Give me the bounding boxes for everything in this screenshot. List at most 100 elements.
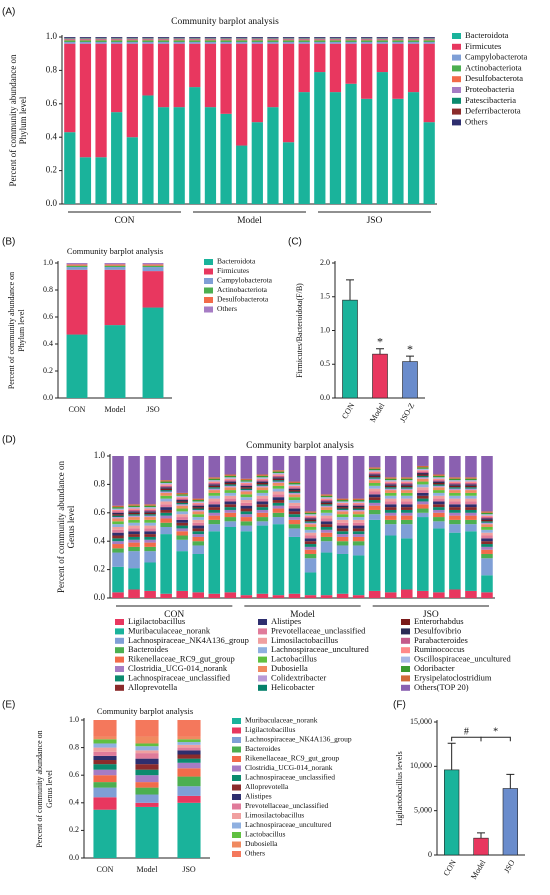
bar-segment [208,495,221,499]
panel-label: (C) [288,237,302,248]
bar-segment [267,37,279,38]
bar-segment [95,42,107,44]
legend-label: Parabacteroides [414,635,468,645]
legend-swatch [204,306,213,313]
bar-segment [192,553,205,593]
bar-segment [352,595,365,598]
y-tick-label: 0.0 [94,592,106,602]
y-tick-label: 0.4 [43,339,53,348]
bar-segment [256,512,269,518]
legend-swatch [204,287,213,294]
bar-segment [135,758,159,765]
bar-segment [320,527,333,530]
y-axis-label: Percent of community abundance on [8,54,18,186]
bar-segment [400,492,413,496]
bar-segment [192,456,205,499]
bar-segment [433,504,445,508]
bar-segment [400,456,413,478]
bar-segment [224,475,237,478]
bar-segment [481,519,493,522]
bar-segment [336,504,349,506]
bar-segment [384,504,397,508]
bar-segment [208,480,221,482]
bar-segment [192,498,205,501]
legend-swatch [452,76,461,83]
bar-segment [417,473,429,475]
bar-segment [224,484,237,486]
bar-segment [177,720,201,737]
bar-segment [465,509,477,513]
legend-label: Others [245,849,265,858]
bar-segment [423,38,435,40]
bar-segment [236,42,248,44]
bar-segment [400,482,413,485]
bar-segment [329,92,342,204]
bar-segment [368,497,381,501]
bar-segment [208,456,221,478]
legend-swatch [204,297,213,303]
bar-segment [288,508,301,512]
bar-segment [240,514,253,518]
chart-title: Community barplot analysis [97,706,193,716]
bar-segment [314,39,326,41]
bar-segment [400,512,413,516]
bar-segment [128,509,140,512]
bar-segment [93,760,117,765]
bar-segment [288,511,301,515]
bar-segment [345,43,357,84]
bar-segment [111,38,123,39]
bar-segment [240,490,253,492]
bar-segment [304,544,317,547]
bar-segment [95,38,107,40]
x-tick-label: Model [105,405,127,414]
group-label: Model [237,216,262,226]
bar-segment [256,521,269,526]
bar-segment [112,566,124,593]
bar-segment [142,40,154,43]
x-tick-label: CON [442,858,458,877]
bar-segment [160,490,172,492]
bar-segment [433,485,445,488]
bar-segment [329,38,342,40]
bar-segment [320,521,333,525]
bar-segment [189,87,201,204]
bar-segment [352,514,365,518]
bar-segment [361,40,373,43]
legend-swatch [232,851,241,857]
bar-segment [189,42,201,44]
bar-segment [298,37,310,38]
bar-segment [176,505,188,509]
bar-segment [481,527,493,530]
legend-label: Desulfobacterota [217,295,269,304]
bar-segment [304,524,317,527]
bar-segment [336,531,349,535]
bar-segment [160,527,172,535]
bar-segment [240,500,253,503]
bar-segment [376,38,388,40]
bar-segment [144,509,156,512]
bar-segment [352,456,365,499]
legend-swatch [232,832,241,838]
bar-segment [320,504,333,506]
bar-segment [220,38,232,39]
y-axis-label: Percent of community abundance on [7,272,16,389]
bar-segment [329,42,342,44]
bar-segment [79,40,92,43]
bar-segment [64,38,76,40]
bar-segment [189,39,201,41]
legend-label: Lactobacillus [271,654,317,664]
bar-segment [135,802,159,807]
group-label: CON [114,216,134,226]
bar-segment [282,38,295,40]
bar-segment [126,38,138,39]
bar-segment [288,491,301,493]
bar-segment [111,38,123,40]
bar-segment [449,589,461,598]
bar-segment [423,43,435,123]
bar-segment [126,137,138,204]
bar-segment [144,531,156,535]
legend-label: Patescibacteria [465,95,516,105]
bar-segment [288,502,301,506]
bar-segment [256,517,269,522]
y-axis-label: Phylum level [17,309,26,352]
